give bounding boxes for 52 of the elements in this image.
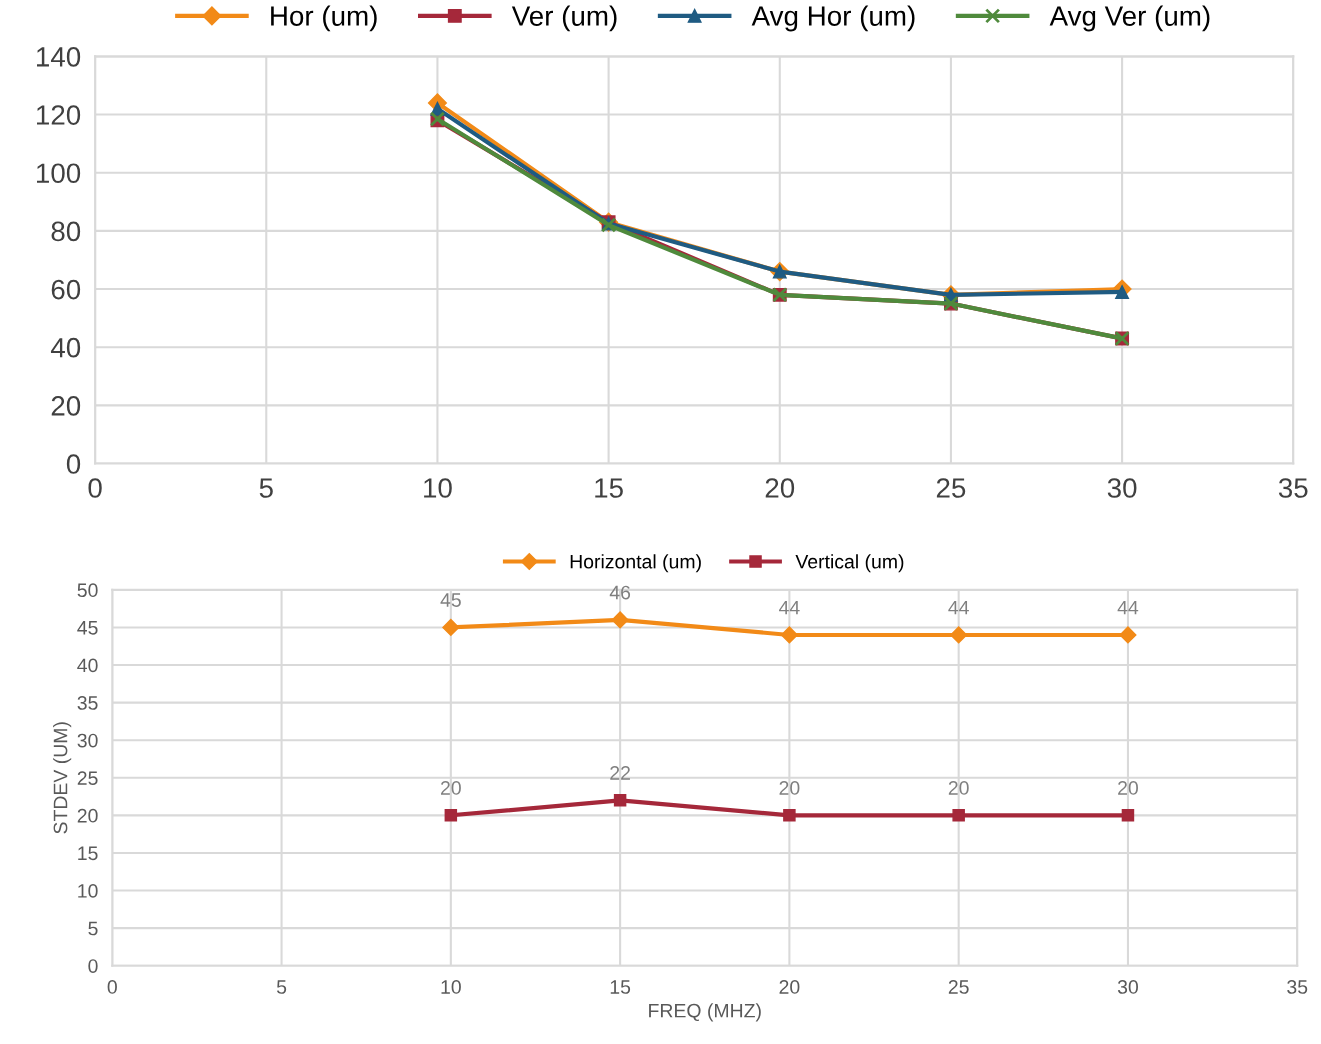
y-tick-label: 120 bbox=[37, 105, 81, 125]
x-tick-label: 0 bbox=[107, 980, 117, 994]
x-tick-label: 5 bbox=[259, 478, 273, 498]
y-tick-label: 15 bbox=[78, 846, 98, 861]
data-label: 44 bbox=[779, 600, 800, 615]
x-tick-label: 20 bbox=[779, 980, 800, 994]
x-tick-label: 25 bbox=[948, 980, 969, 994]
y-tick-label: 30 bbox=[77, 733, 98, 748]
y-tick-label: 40 bbox=[77, 658, 98, 673]
y-tick-label: 45 bbox=[77, 621, 98, 635]
x-axis-title: FREQ (MHZ) bbox=[649, 1003, 761, 1022]
legend-label: Avg Hor (um) bbox=[751, 5, 915, 32]
x-tick-label: 20 bbox=[765, 478, 795, 498]
y-tick-label: 25 bbox=[77, 771, 98, 786]
legend-label: Vertical (um) bbox=[795, 554, 904, 573]
y-axis-title: STDEV (UM) bbox=[53, 722, 72, 834]
x-tick-label: 35 bbox=[1287, 980, 1308, 994]
data-label: 45 bbox=[440, 593, 461, 607]
x-tick-label: 25 bbox=[936, 478, 966, 498]
data-label: 44 bbox=[948, 600, 969, 615]
x-tick-label: 15 bbox=[610, 980, 631, 994]
y-tick-label: 5 bbox=[88, 921, 98, 936]
x-tick-label: 5 bbox=[276, 980, 287, 994]
x-tick-label: 10 bbox=[424, 478, 452, 498]
data-label: 22 bbox=[610, 766, 630, 780]
data-label: 20 bbox=[779, 781, 800, 795]
y-tick-label: 100 bbox=[37, 163, 81, 184]
y-tick-label: 0 bbox=[88, 959, 98, 973]
data-label: 44 bbox=[1117, 600, 1139, 615]
y-tick-label: 35 bbox=[77, 696, 98, 710]
y-tick-label: 40 bbox=[50, 337, 81, 358]
data-label: 20 bbox=[441, 781, 461, 795]
legend-label: Hor (um) bbox=[271, 5, 377, 32]
x-tick-label: 10 bbox=[441, 980, 461, 994]
data-label: 46 bbox=[609, 585, 631, 600]
data-label: 20 bbox=[948, 781, 969, 795]
legend-label: Ver (um) bbox=[511, 5, 617, 32]
y-tick-label: 140 bbox=[37, 47, 81, 67]
legend-label: Avg Ver (um) bbox=[1049, 5, 1210, 32]
x-tick-label: 35 bbox=[1278, 478, 1308, 498]
x-tick-label: 15 bbox=[595, 478, 623, 498]
y-tick-label: 60 bbox=[51, 279, 81, 300]
legend-label: Horizontal (um) bbox=[570, 554, 701, 573]
y-tick-label: 50 bbox=[77, 583, 98, 598]
data-label: 20 bbox=[1118, 781, 1138, 795]
y-tick-label: 0 bbox=[66, 454, 81, 474]
y-tick-label: 10 bbox=[78, 884, 98, 898]
x-tick-label: 30 bbox=[1107, 478, 1137, 498]
y-tick-label: 20 bbox=[51, 396, 81, 416]
y-tick-label: 20 bbox=[77, 808, 98, 823]
x-tick-label: 30 bbox=[1117, 980, 1138, 994]
y-tick-label: 80 bbox=[51, 221, 81, 242]
